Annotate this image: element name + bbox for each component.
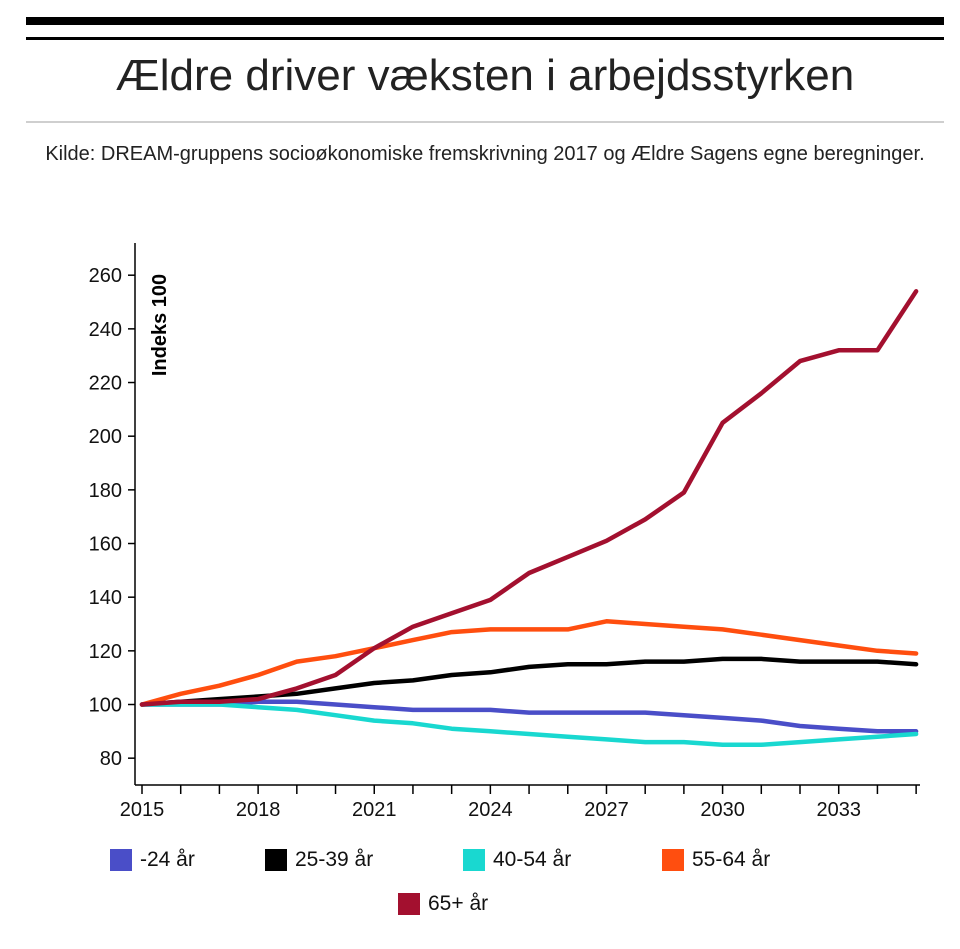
x-tick-label: 2015 (120, 799, 165, 821)
x-tick-label: 2018 (236, 799, 281, 821)
x-tick-label: 2021 (352, 799, 397, 821)
legend-label: 65+ år (428, 892, 489, 915)
legend-label: 25-39 år (295, 848, 374, 871)
legend-swatch (265, 849, 287, 871)
legend-item[interactable]: 55-64 år (662, 848, 770, 872)
series-line-24-r (139, 699, 919, 734)
y-tick-label: 240 (89, 319, 122, 341)
legend-item[interactable]: 25-39 år (265, 848, 373, 872)
legend-item[interactable]: 40-54 år (463, 848, 571, 872)
y-tick-label: 140 (89, 587, 122, 609)
x-tick-label: 2027 (584, 799, 629, 821)
y-tick-label: 220 (89, 373, 122, 395)
legend-item[interactable]: -24 år (110, 848, 195, 872)
chart-legend: -24 år 25-39 år 40-54 år 55-64 år 65+ år (0, 840, 960, 930)
legend-swatch (662, 849, 684, 871)
legend-swatch (110, 849, 132, 871)
title-divider (26, 121, 944, 123)
legend-label: -24 år (140, 848, 195, 871)
x-tick-label: 2030 (700, 799, 745, 821)
axes: 80 100 120 140 160 180 200 220 240 260 2015 2018 202… (89, 243, 920, 821)
header-rule-thin (26, 37, 944, 40)
y-tick-label: 100 (89, 695, 122, 717)
line-chart: 80 100 120 140 160 180 200 220 240 260 2015 2018 202… (89, 243, 920, 821)
series-line-40-54-r (139, 702, 919, 748)
legend-label: 55-64 år (692, 848, 771, 871)
legend-swatch (463, 849, 485, 871)
x-tick-label: 2033 (816, 799, 861, 821)
series-line-65-r (139, 289, 919, 707)
chart-title: Ældre driver væksten i arbejdsstyrken (115, 51, 855, 100)
y-tick-label: 180 (89, 480, 122, 502)
y-tick-label: 260 (89, 265, 122, 287)
x-tick-label: 2024 (468, 799, 513, 821)
y-axis-label: Indeks 100 (149, 274, 171, 376)
series-line-55-64-r (139, 619, 919, 707)
legend-label: 40-54 år (493, 848, 572, 871)
y-tick-label: 200 (89, 426, 122, 448)
y-tick-label: 160 (89, 534, 122, 556)
y-tick-label: 120 (89, 641, 122, 663)
legend-swatch (398, 893, 420, 915)
series-lines (139, 289, 919, 748)
legend-item[interactable]: 65+ år (398, 892, 488, 916)
header-rule-thick (26, 17, 944, 25)
chart-subtitle: Kilde: DREAM-gruppens socioøkonomiske fr… (45, 143, 925, 165)
y-tick-label: 80 (100, 748, 122, 770)
